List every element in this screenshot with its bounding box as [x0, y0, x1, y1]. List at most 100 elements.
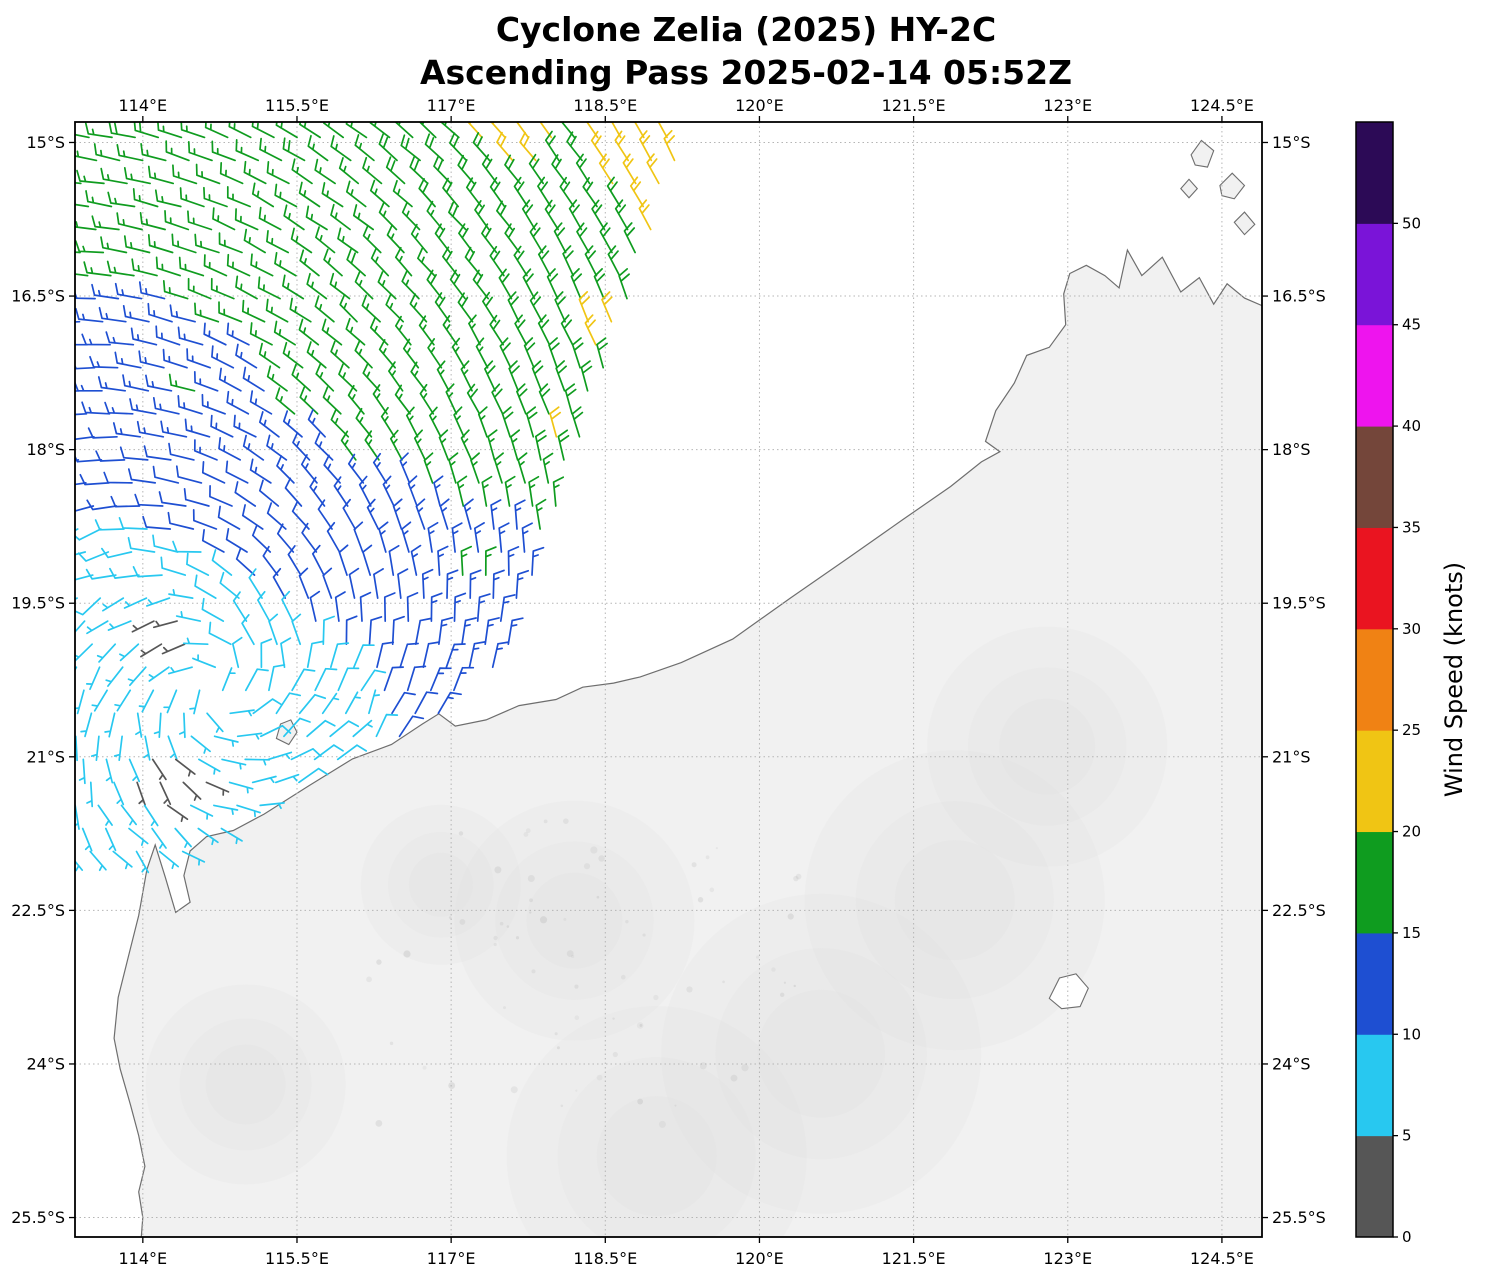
terrain-speckle — [741, 1064, 749, 1072]
wind-barb — [274, 773, 300, 784]
colorbar-band — [1356, 223, 1393, 326]
wind-barb — [566, 131, 583, 162]
wind-barb — [342, 498, 357, 530]
colorbar-tick-label: 25 — [1402, 721, 1421, 739]
wind-barb — [280, 637, 292, 669]
lat-tick-label-left: 25.5°S — [11, 1208, 65, 1227]
island — [1190, 139, 1215, 168]
lat-tick-label-left: 21°S — [26, 747, 65, 766]
wind-barb — [405, 406, 419, 438]
lat-tick-label-left: 15°S — [26, 133, 65, 152]
wind-barb — [555, 360, 567, 392]
terrain-speckle — [459, 919, 466, 925]
wind-barb — [298, 767, 329, 784]
wind-barb — [168, 666, 193, 675]
wind-barb — [75, 343, 88, 346]
wind-barb — [201, 461, 226, 484]
terrain-speckle — [566, 950, 574, 958]
wind-barb — [75, 380, 103, 392]
wind-barb — [571, 406, 584, 438]
wind-barb — [515, 569, 530, 599]
wind-barb — [513, 176, 529, 208]
terrain-patch — [661, 893, 982, 1214]
wind-barb — [206, 712, 224, 733]
colorbar-tick-label: 30 — [1402, 620, 1421, 638]
wind-barb — [128, 827, 149, 846]
wind-barb — [91, 283, 120, 300]
wind-barb — [646, 153, 660, 185]
terrain-speckle — [574, 1015, 580, 1021]
wind-barb — [321, 182, 344, 208]
terrain-patch — [804, 750, 1105, 1051]
wind-barb — [521, 199, 536, 231]
colorbar-band — [1356, 730, 1393, 833]
wind-barb — [105, 666, 124, 687]
wind-barb — [172, 164, 198, 185]
lat-tick-label-left: 16.5°S — [11, 287, 65, 306]
terrain-speckle — [598, 855, 605, 862]
wind-barb — [133, 122, 160, 139]
wind-barb — [236, 804, 261, 818]
wind-barb — [386, 224, 405, 254]
colorbar-band — [1356, 1034, 1393, 1137]
wind-barb — [194, 233, 220, 254]
wind-barb — [337, 667, 360, 692]
wind-barb — [622, 153, 637, 185]
wind-barb — [163, 689, 178, 714]
wind-barb — [330, 340, 350, 369]
wind-barb — [172, 540, 202, 553]
lon-tick-label-top: 120°E — [735, 96, 784, 115]
wind-barb — [439, 498, 450, 530]
lat-tick-label-right: 22.5°S — [1272, 901, 1326, 920]
wind-barb — [359, 591, 372, 622]
wind-barb — [514, 314, 528, 346]
wind-barb — [389, 429, 403, 461]
wind-barb — [140, 142, 167, 162]
wind-barb — [194, 302, 220, 323]
wind-barb — [322, 567, 333, 599]
terrain-speckle — [620, 974, 626, 980]
wind-barb — [321, 692, 340, 715]
wind-barb — [313, 744, 344, 761]
wind-barb — [87, 427, 118, 439]
wind-barb — [445, 383, 458, 415]
wind-barb — [498, 522, 510, 553]
wind-barb — [152, 620, 178, 629]
wind-barb — [186, 552, 210, 576]
lat-tick-label-left: 24°S — [26, 1054, 65, 1073]
wind-barb — [203, 322, 227, 346]
terrain-speckle — [612, 1051, 618, 1058]
terrain-speckle — [571, 954, 575, 959]
lon-tick-label-bottom: 121.5°E — [882, 1249, 946, 1264]
terrain-speckle — [612, 1017, 615, 1020]
terrain-speckle — [502, 1006, 506, 1010]
terrain-speckle — [787, 913, 794, 920]
wind-barb — [549, 406, 562, 438]
wind-barb — [499, 337, 512, 369]
wind-barb — [143, 804, 159, 827]
wind-barb — [143, 445, 172, 461]
terrain-speckle — [494, 866, 502, 874]
terrain-speckle — [515, 936, 520, 940]
terrain-patch — [454, 800, 695, 1041]
terrain-speckle — [705, 855, 710, 860]
wind-barb — [266, 229, 290, 254]
terrain-speckle — [493, 942, 497, 947]
wind-barb — [564, 383, 577, 415]
wind-barb — [243, 228, 266, 254]
lat-tick-label-left: 19.5°S — [11, 594, 65, 613]
wind-barb — [213, 804, 239, 816]
wind-barb — [623, 222, 636, 254]
wind-barb — [41, 575, 69, 590]
terrain-speckle — [523, 832, 529, 837]
wind-barb — [481, 475, 493, 507]
lat-tick-label-right: 18°S — [1272, 440, 1311, 459]
wind-barb — [161, 643, 186, 655]
wind-barb — [180, 122, 206, 139]
wind-barb — [262, 545, 279, 576]
wind-barb — [168, 442, 195, 461]
wind-barb — [119, 643, 140, 662]
wind-barb — [378, 133, 398, 162]
wind-barb — [508, 360, 520, 392]
wind-barb — [513, 245, 528, 277]
